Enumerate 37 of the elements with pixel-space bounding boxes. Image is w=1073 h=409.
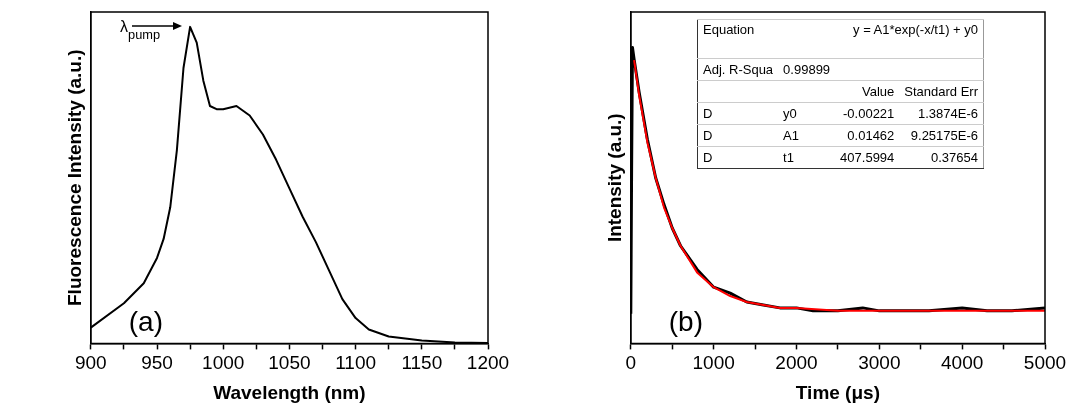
x-tick-label: 1100 [335, 352, 377, 374]
x-tick-label: 3000 [858, 352, 901, 374]
x-tick-label: 4000 [941, 352, 984, 374]
x-axis-title: Wavelength (nm) [213, 381, 366, 403]
annotation: A1 [778, 124, 836, 147]
annotation: (a) [128, 306, 164, 338]
text: y = A1*exp(-x/t1) + y0 [835, 19, 984, 59]
x-tick-label: 2000 [775, 352, 818, 374]
annotation: D [697, 146, 779, 169]
annotation: y0 [778, 102, 836, 125]
x-tick-label: 900 [74, 352, 107, 374]
annotation: Adj. R-Squa [697, 58, 779, 81]
x-tick-label: 1050 [268, 352, 311, 374]
annotation: Value [835, 80, 900, 103]
x-tick-label: 0 [625, 352, 637, 374]
x-tick-label: 950 [141, 352, 173, 374]
text: Equation [697, 19, 836, 59]
annotation: 0.01462 [835, 124, 900, 147]
x-tick-label: 5000 [1023, 352, 1067, 374]
x-axis-title: Time (μs) [795, 381, 880, 403]
y-axis-title: Fluorescence Intensity (a.u.) [63, 49, 85, 306]
x-tick-label: 1150 [401, 352, 443, 374]
annotation: 1.3874E-6 [899, 102, 984, 125]
x-tick-label: 1200 [466, 352, 510, 374]
annotation: t1 [778, 146, 836, 169]
x-tick-label: 1000 [692, 352, 735, 374]
annotation: 407.5994 [835, 146, 900, 169]
annotation: -0.00221 [835, 102, 900, 125]
annotation: 9.25175E-6 [899, 124, 984, 147]
y-axis-title: Intensity (a.u.) [603, 113, 625, 243]
annotation: (b) [668, 306, 704, 338]
x-tick-label: 1000 [202, 352, 245, 374]
annotation: D [697, 124, 779, 147]
annotation: Standard Err [899, 80, 984, 103]
annotation: D [697, 102, 779, 125]
annotation: 0.37654 [899, 146, 984, 169]
annotation: 0.99899 [778, 58, 836, 81]
